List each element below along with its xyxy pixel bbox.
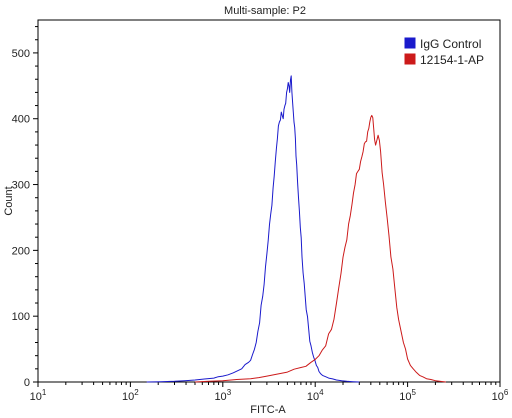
x-tick-label: 102 — [122, 388, 139, 403]
y-tick-label: 200 — [12, 245, 30, 257]
x-tick-base: 10 — [122, 391, 134, 403]
y-tick-label: 100 — [12, 311, 30, 323]
y-axis: 0 100 200 300 400 500 — [12, 26, 38, 389]
x-tick-label: 106 — [492, 388, 509, 403]
x-tick-exponent: 3 — [227, 388, 232, 397]
y-tick-label: 300 — [12, 180, 30, 192]
legend: IgG Control 12154-1-AP — [404, 37, 484, 67]
y-axis-label: Count — [3, 186, 15, 215]
x-tick-base: 10 — [492, 391, 504, 403]
x-tick-exponent: 2 — [134, 388, 139, 397]
x-tick-exponent: 1 — [42, 388, 47, 397]
x-tick-base: 10 — [307, 391, 319, 403]
x-axis-label: FITC-A — [250, 404, 286, 416]
x-tick-exponent: 4 — [319, 388, 324, 397]
x-tick-label: 103 — [214, 388, 231, 403]
x-tick-label: 104 — [307, 388, 324, 403]
chart-title: Multi-sample: P2 — [224, 5, 306, 17]
x-tick-base: 10 — [30, 391, 42, 403]
x-tick-base: 10 — [214, 391, 226, 403]
x-axis: 101 102 103 104 105 106 — [30, 382, 509, 403]
legend-label: 12154-1-AP — [420, 53, 484, 67]
series-layer — [146, 75, 446, 383]
y-tick-label: 0 — [24, 377, 30, 389]
y-tick-label: 500 — [12, 48, 30, 60]
legend-swatch — [404, 37, 416, 49]
x-tick-exponent: 5 — [411, 388, 416, 397]
x-tick-exponent: 6 — [504, 388, 509, 397]
series-line-12154-1-ap — [194, 114, 446, 383]
x-tick-label: 101 — [30, 388, 47, 403]
legend-label: IgG Control — [420, 37, 481, 51]
legend-swatch — [404, 53, 416, 65]
series-line-igg-control — [146, 75, 360, 383]
plot-frame — [37, 19, 501, 383]
y-tick-label: 400 — [12, 114, 30, 126]
x-tick-base: 10 — [399, 391, 411, 403]
x-tick-label: 105 — [399, 388, 416, 403]
